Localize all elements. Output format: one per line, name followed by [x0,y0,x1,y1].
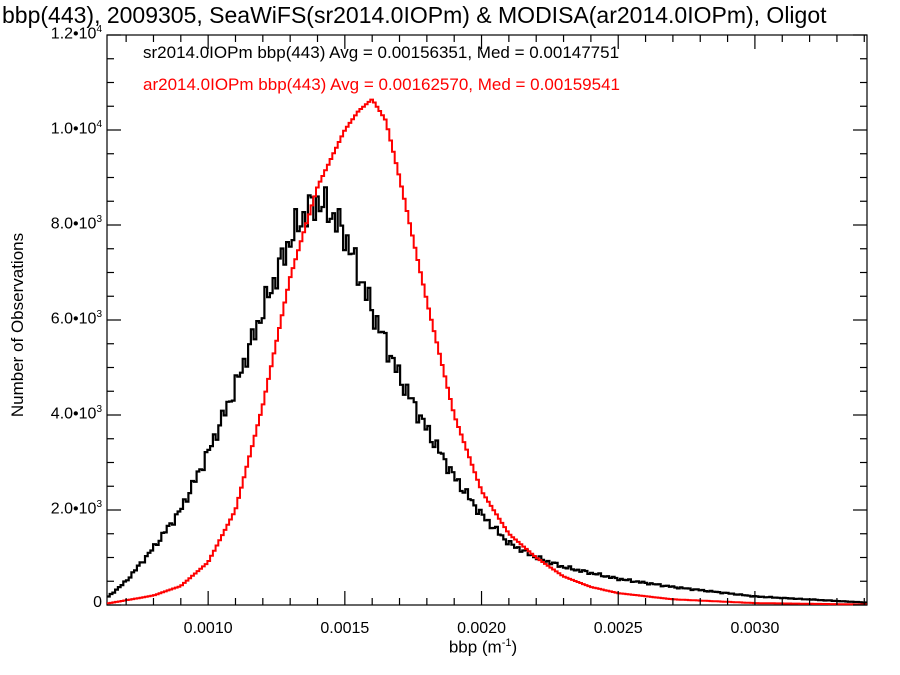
y-tick-label-base: 0 [93,594,102,611]
y-tick-label: 4.0•103 [51,404,102,423]
x-axis-label-text: bbp (m [448,637,502,657]
x-tick-label: 0.0015 [320,620,370,637]
y-tick-label: 6.0•103 [51,309,102,328]
y-tick-label: 1.0•104 [51,119,102,138]
y-tick-label: 0 [93,594,102,612]
y-tick-label-exponent: 3 [96,499,102,510]
x-axis-label-close: ) [511,637,518,657]
legend-entry-series-1: sr2014.0IOPm bbp(443) Avg = 0.00156351, … [143,43,620,62]
x-tick-label: 0.0025 [593,620,643,637]
y-tick-label-base: 2.0•10 [50,500,97,518]
y-tick-label-exponent: 4 [96,24,102,35]
y-tick-label-exponent: 3 [96,404,102,415]
series-line-1 [107,186,867,604]
y-axis-label: Number of Observations [8,232,27,418]
y-tick-label-base: 6.0•10 [50,310,97,328]
y-tick-label-exponent: 3 [96,309,102,320]
y-tick-label-exponent: 3 [96,214,102,225]
x-tick-label: 0.0010 [183,620,233,637]
y-tick-label-base: 1.2•10 [50,25,97,43]
chart-title: bbp(443), 2009305, SeaWiFS(sr2014.0IOPm)… [2,2,827,28]
y-tick-label-base: 1.0•10 [50,120,97,138]
y-tick-label: 1.2•104 [51,24,102,43]
x-axis-label-exponent: -1 [501,637,512,649]
y-tick-label: 2.0•103 [51,499,102,518]
legend-entry-series-2: ar2014.0IOPm bbp(443) Avg = 0.00162570, … [143,75,620,94]
y-tick-label: 8.0•103 [51,214,102,233]
y-tick-label-base: 8.0•10 [50,215,97,233]
series-line-2 [107,98,867,606]
y-tick-label-base: 4.0•10 [50,405,97,423]
x-axis-label: bbp (m-1) [449,637,517,658]
y-tick-label-exponent: 4 [96,119,102,130]
x-tick-label: 0.0020 [457,620,506,637]
x-tick-label: 0.0030 [730,620,780,637]
